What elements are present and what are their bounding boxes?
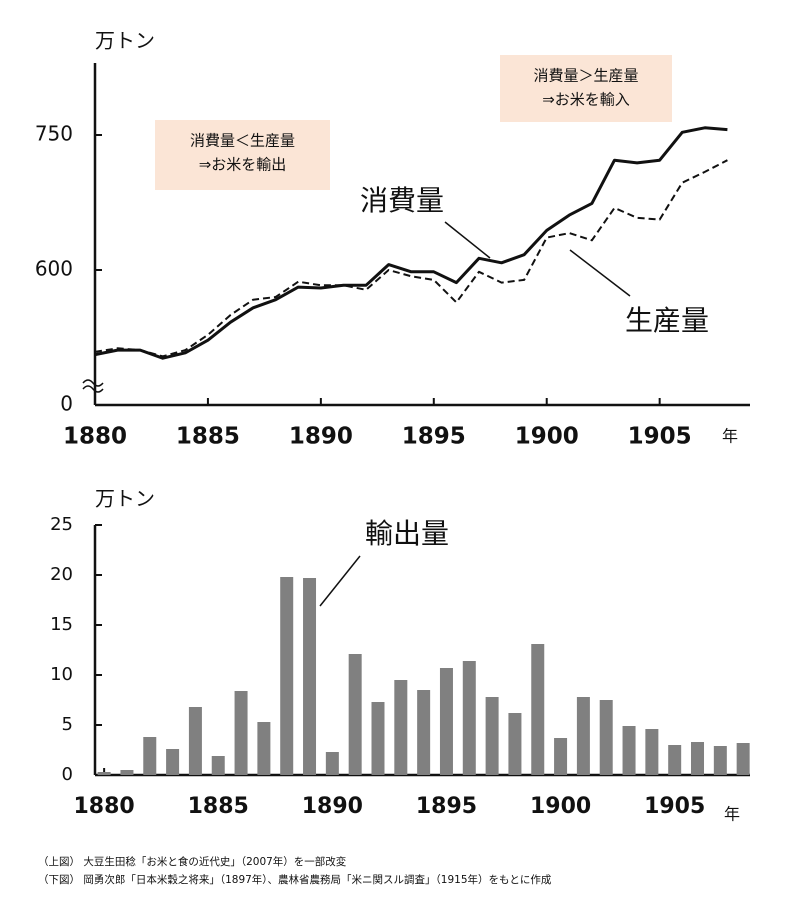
x-tick-label: 1880 [63,424,127,450]
bar [576,697,590,775]
y-unit: 万トン [95,29,155,53]
bar [143,737,157,775]
callout-line [319,555,361,607]
y-tick-label: 0 [60,392,73,416]
y-tick-label: 600 [35,257,73,281]
x-tick-label: 1890 [289,424,353,450]
callout-line [444,221,491,259]
bar [234,691,248,775]
bar [280,577,294,775]
y-tick-label: 5 [62,714,73,735]
source-note: （下図） 岡勇次郎「日本米穀之将来」（1897年）、農林省農務局「米ニ関スル調査… [38,873,552,886]
x-tick-label: 1890 [302,794,363,819]
bar [599,700,613,775]
bar [439,668,453,775]
y-tick-label: 15 [50,614,73,635]
y-tick-label: 20 [50,564,73,585]
annotation-text: ⇒お米を輸出 [199,156,287,174]
bar [371,702,385,775]
bar [120,770,134,775]
annotation-box [500,55,672,122]
bar [417,690,431,775]
bar [325,752,339,775]
series-line [94,126,728,360]
bar [622,726,636,775]
y-tick-label: 0 [62,764,73,785]
x-tick-label: 1885 [188,794,249,819]
bar [97,772,111,775]
bar [531,644,545,775]
callout-line [569,249,631,297]
x-tick-label: 1905 [644,794,705,819]
x-tick-label: 1885 [176,424,240,450]
bar [554,738,568,775]
bar [691,742,705,775]
source-note: （上図） 大豆生田稔「お米と食の近代史」（2007年）を一部改変 [38,855,347,868]
bar [348,654,362,775]
x-unit: 年 [724,805,740,824]
annotation-box [155,120,330,190]
bar [166,749,180,775]
bar [713,746,727,775]
bar [668,745,682,775]
x-tick-label: 1895 [416,794,477,819]
x-tick-label: 1900 [515,424,579,450]
series-label: 輸出量 [365,517,449,550]
annotation-text: 消費量＞生産量 [533,67,638,85]
y-tick-label: 25 [50,514,73,535]
x-tick-label: 1900 [530,794,591,819]
series-line [94,159,728,358]
bar [211,756,225,775]
bar [736,743,750,775]
axis-break [82,379,104,393]
bar [485,697,499,775]
annotation-text: ⇒お米を輸入 [542,91,630,109]
y-tick-label: 10 [50,664,73,685]
bar [257,722,271,775]
bar [394,680,408,775]
bar [462,661,476,775]
y-unit: 万トン [95,487,155,511]
bar [508,713,522,775]
series-label: 生産量 [625,304,709,337]
series-label: 消費量 [360,184,444,217]
bar [303,578,317,775]
annotation-text: 消費量＜生産量 [190,132,295,150]
x-tick-label: 1905 [628,424,692,450]
x-unit: 年 [722,427,738,446]
x-tick-label: 1880 [74,794,135,819]
bar [188,707,202,775]
bar [645,729,659,775]
x-tick-label: 1895 [402,424,466,450]
y-tick-label: 750 [35,122,73,146]
